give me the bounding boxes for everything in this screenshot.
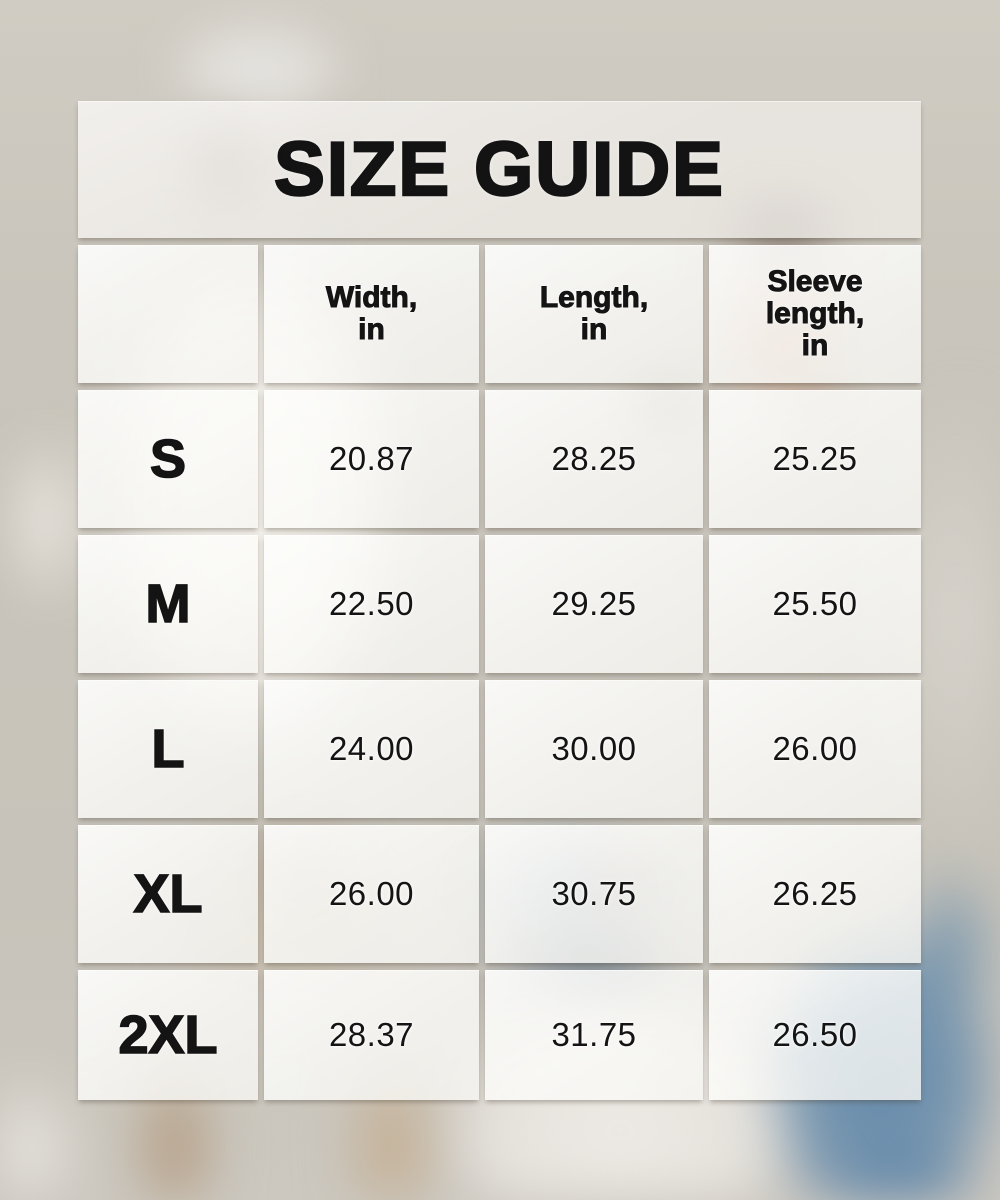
value-cell-s-length: 28.25 xyxy=(485,390,703,528)
col-header-length: Length, in xyxy=(485,245,703,383)
value-cell-xl-length: 30.75 xyxy=(485,825,703,963)
title-banner: SIZE GUIDE xyxy=(78,101,921,238)
value-cell-m-width: 22.50 xyxy=(264,535,479,673)
value-cell-2xl-sleeve: 26.50 xyxy=(709,970,921,1100)
size-guide-panel: SIZE GUIDE Width, in Length, in Sleeve l… xyxy=(78,101,921,1100)
corner-cell xyxy=(78,245,258,383)
value-cell-2xl-width: 28.37 xyxy=(264,970,479,1100)
value-cell-l-sleeve: 26.00 xyxy=(709,680,921,818)
page-title: SIZE GUIDE xyxy=(273,126,725,214)
value-cell-l-width: 24.00 xyxy=(264,680,479,818)
value-cell-m-length: 29.25 xyxy=(485,535,703,673)
size-cell-xl: XL xyxy=(78,825,258,963)
value-cell-2xl-length: 31.75 xyxy=(485,970,703,1100)
size-table: Width, in Length, in Sleeve length, in S… xyxy=(78,245,921,1100)
size-cell-s: S xyxy=(78,390,258,528)
value-cell-l-length: 30.00 xyxy=(485,680,703,818)
value-cell-xl-sleeve: 26.25 xyxy=(709,825,921,963)
value-cell-m-sleeve: 25.50 xyxy=(709,535,921,673)
size-cell-l: L xyxy=(78,680,258,818)
size-cell-2xl: 2XL xyxy=(78,970,258,1100)
col-header-sleeve: Sleeve length, in xyxy=(709,245,921,383)
size-cell-m: M xyxy=(78,535,258,673)
value-cell-s-sleeve: 25.25 xyxy=(709,390,921,528)
col-header-width: Width, in xyxy=(264,245,479,383)
value-cell-xl-width: 26.00 xyxy=(264,825,479,963)
value-cell-s-width: 20.87 xyxy=(264,390,479,528)
